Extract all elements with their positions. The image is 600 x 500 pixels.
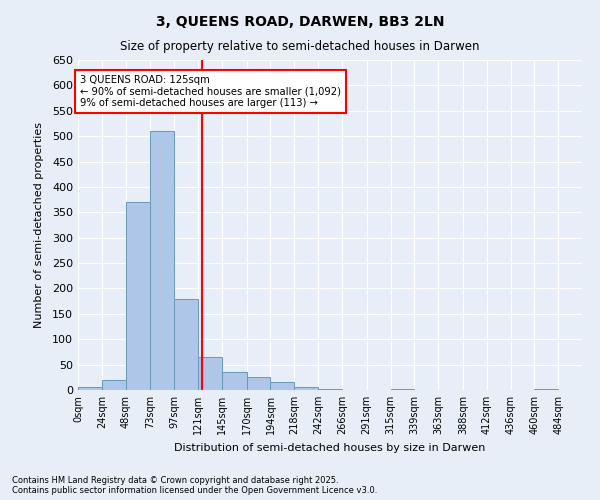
Bar	[174, 298, 198, 390]
Bar	[318, 389, 342, 390]
Text: Contains HM Land Registry data © Crown copyright and database right 2025.
Contai: Contains HM Land Registry data © Crown c…	[12, 476, 377, 495]
Bar	[294, 388, 318, 390]
Text: Size of property relative to semi-detached houses in Darwen: Size of property relative to semi-detach…	[120, 40, 480, 53]
Bar	[102, 380, 125, 390]
Bar	[125, 202, 151, 390]
Bar	[271, 382, 294, 390]
Text: 3, QUEENS ROAD, DARWEN, BB3 2LN: 3, QUEENS ROAD, DARWEN, BB3 2LN	[156, 15, 444, 29]
Bar	[247, 378, 271, 390]
Text: 3 QUEENS ROAD: 125sqm
← 90% of semi-detached houses are smaller (1,092)
9% of se: 3 QUEENS ROAD: 125sqm ← 90% of semi-deta…	[80, 75, 341, 108]
Bar	[78, 388, 102, 390]
Bar	[222, 372, 247, 390]
Y-axis label: Number of semi-detached properties: Number of semi-detached properties	[34, 122, 44, 328]
Bar	[198, 357, 222, 390]
Bar	[151, 131, 174, 390]
X-axis label: Distribution of semi-detached houses by size in Darwen: Distribution of semi-detached houses by …	[175, 442, 485, 452]
